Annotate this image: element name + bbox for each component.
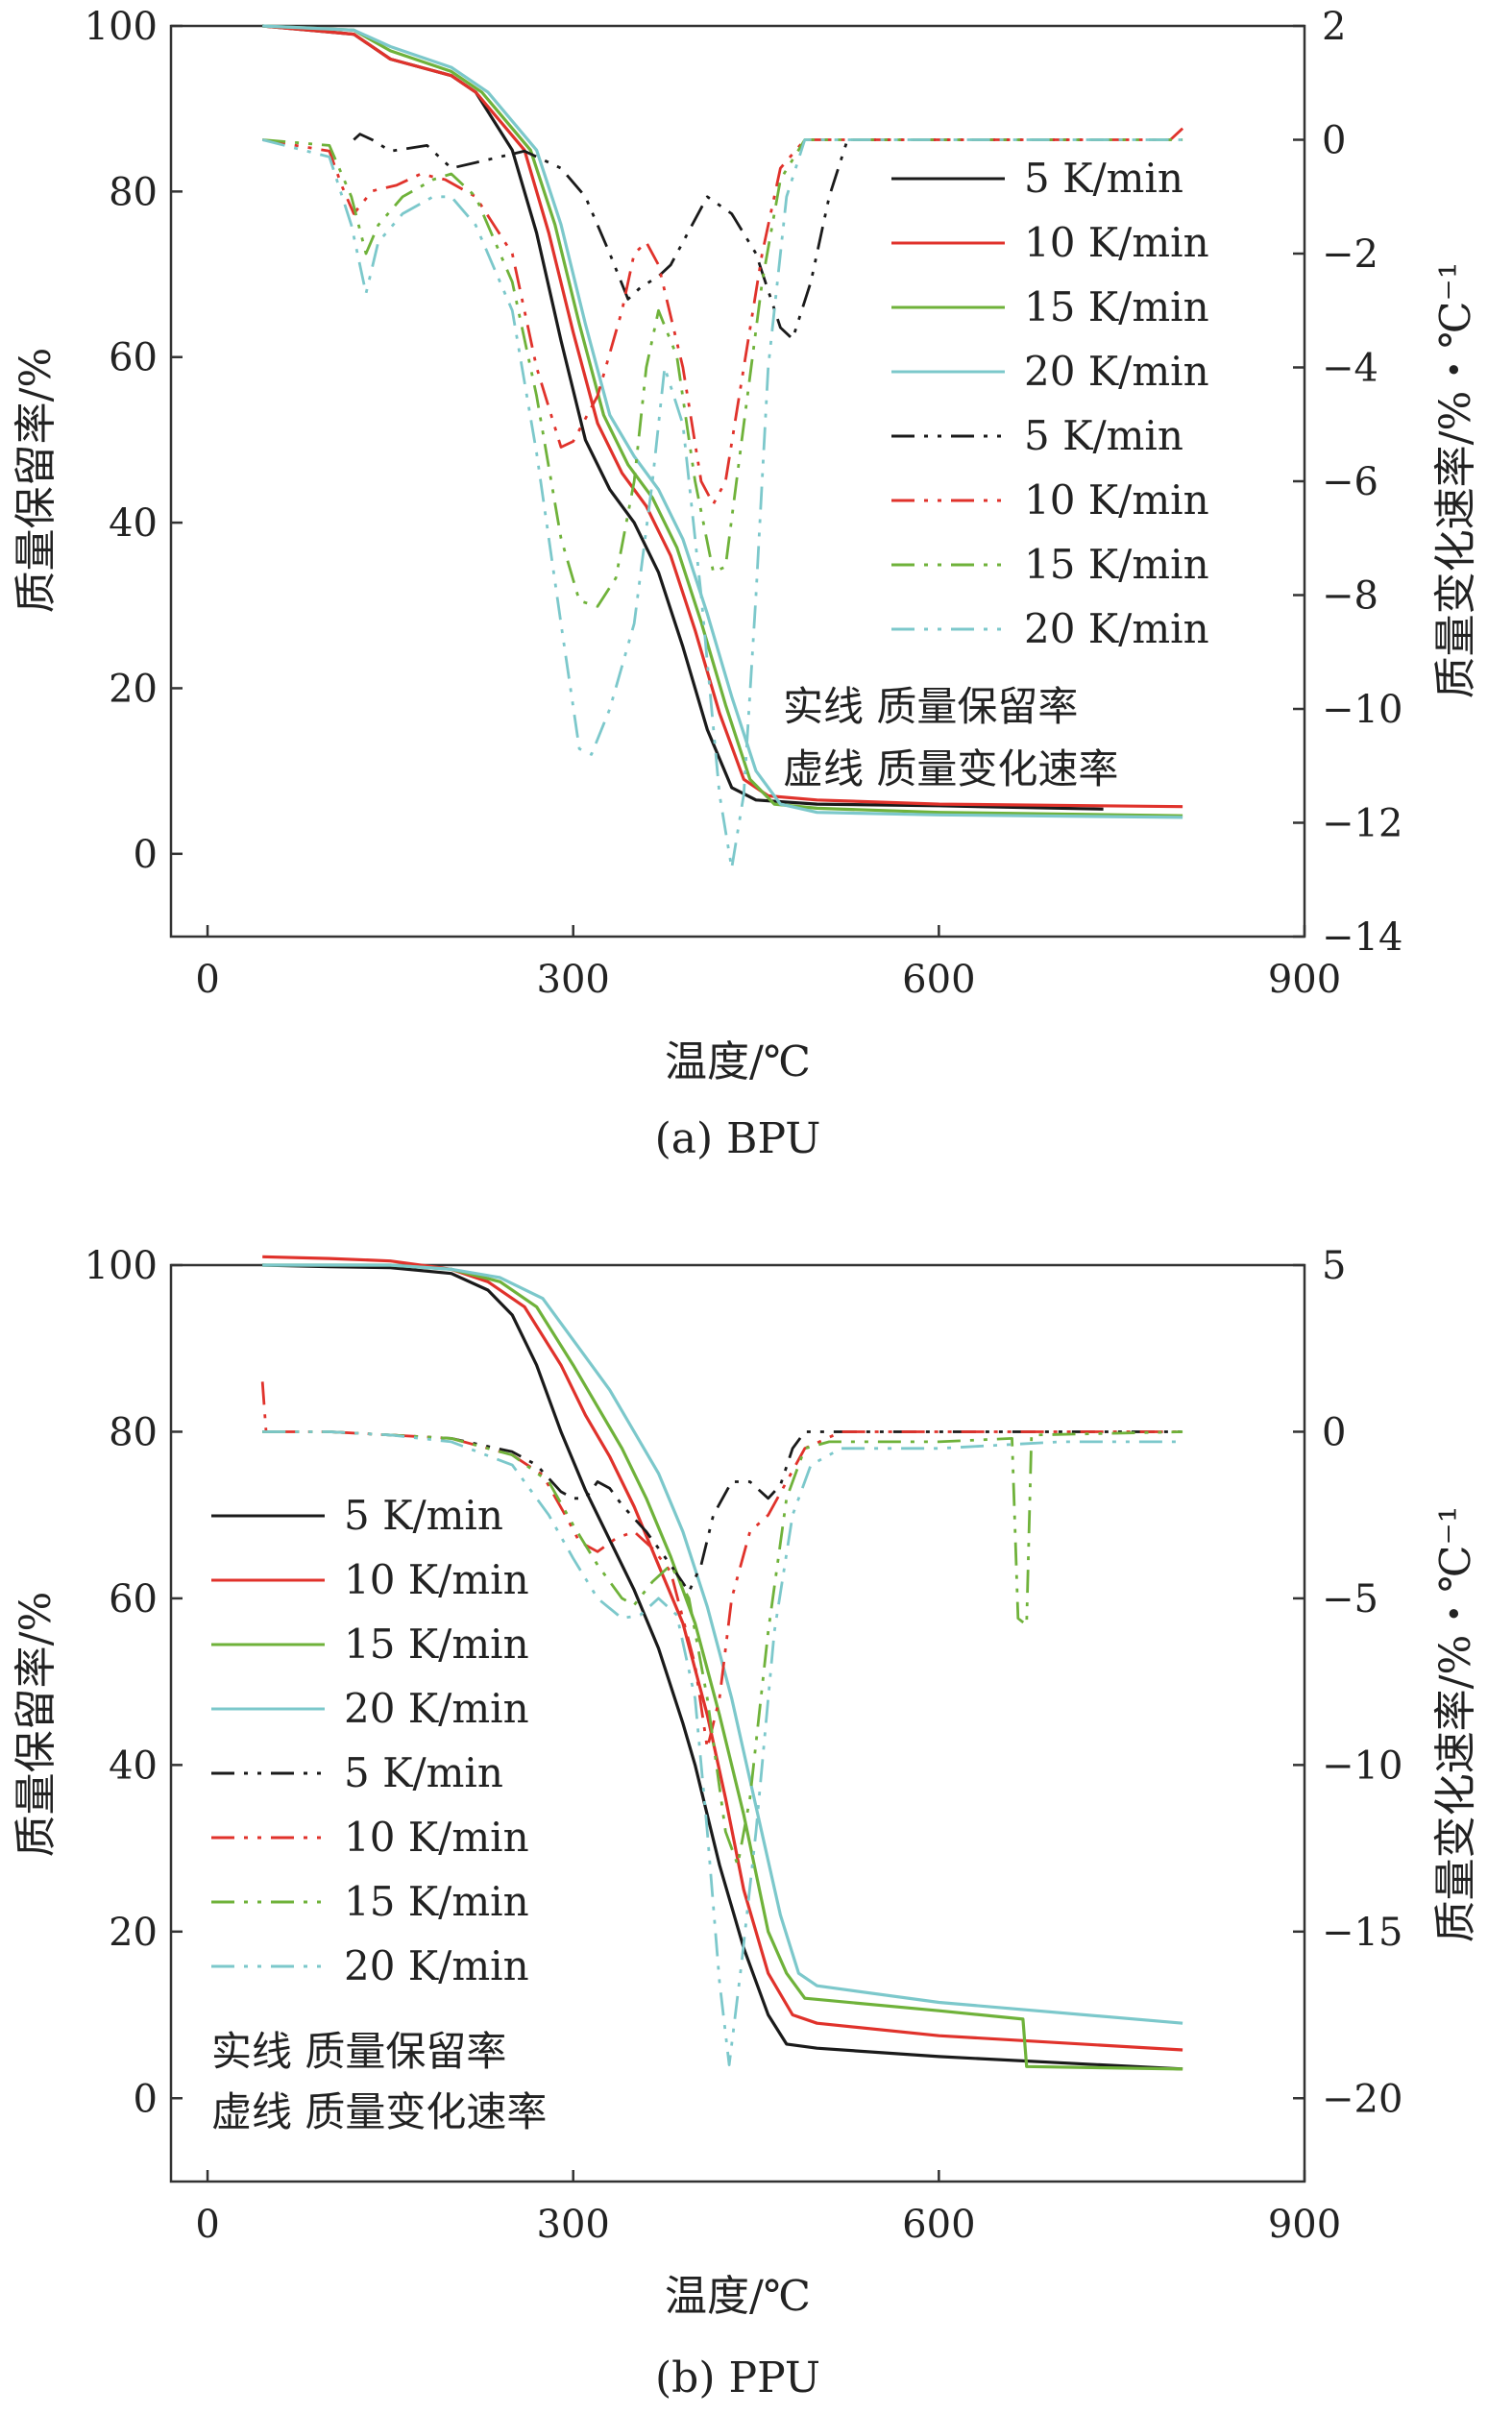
legend-label: 15 K/min xyxy=(1024,283,1209,330)
legend-label: 10 K/min xyxy=(1024,476,1209,524)
series-rate-20kmin xyxy=(261,138,1183,870)
legend-label: 15 K/min xyxy=(344,1878,529,1925)
bpu-series xyxy=(261,24,1184,870)
panel-ppu: 0 300 600 900 0 20 40 60 80 100 5 0 −5 −10 −15 −20 5 K/… xyxy=(12,1244,1480,2402)
x-tick-label: 900 xyxy=(1268,958,1341,1002)
legend-label: 5 K/min xyxy=(1024,155,1183,202)
series-mass-5kmin xyxy=(262,1263,1183,2071)
ppu-series xyxy=(260,1255,1183,2071)
x-tick-label: 300 xyxy=(537,958,610,1002)
legend-label: 10 K/min xyxy=(344,1814,529,1861)
y-left-tick-label: 0 xyxy=(134,833,158,877)
legend-label: 20 K/min xyxy=(1024,605,1209,652)
plot-frame-ppu xyxy=(169,1263,1306,2183)
bpu-ylabel-right: 质量变化速率/%・℃⁻¹ xyxy=(1431,262,1480,699)
bpu-ylabel-left: 质量保留率/% xyxy=(12,348,61,614)
y-right-tick-label: −15 xyxy=(1322,1911,1402,1955)
y-left-tick-label: 60 xyxy=(109,1577,158,1622)
y-right-tick-label: −20 xyxy=(1322,2077,1402,2121)
ppu-caption: (b) PPU xyxy=(655,2353,820,2402)
y-left-tick-label: 40 xyxy=(109,1743,158,1788)
y-right-tick-label: −8 xyxy=(1322,574,1378,619)
y-left-tick-label: 0 xyxy=(134,2077,158,2121)
series-rate-5kmin xyxy=(262,1430,1183,1594)
legend-label: 10 K/min xyxy=(344,1556,529,1603)
legend-label: 20 K/min xyxy=(344,1942,529,1989)
y-right-tick-label: 5 xyxy=(1322,1244,1346,1288)
x-tick-label: 600 xyxy=(902,2203,975,2247)
legend-label: 10 K/min xyxy=(1024,219,1209,266)
x-tick-label: 900 xyxy=(1268,2203,1341,2247)
bpu-caption: (a) BPU xyxy=(655,1114,821,1163)
y-right-tick-label: −6 xyxy=(1322,460,1378,504)
series-rate-10kmin xyxy=(261,127,1184,506)
y-right-tick-label: −2 xyxy=(1322,232,1378,277)
y-right-tick-label: 2 xyxy=(1322,5,1346,49)
legend-label: 20 K/min xyxy=(344,1685,529,1732)
legend-label: 15 K/min xyxy=(1024,541,1209,588)
series-rate-10kmin xyxy=(260,1381,1183,1750)
x-tick-label: 600 xyxy=(902,958,975,1002)
y-right-tick-label: −10 xyxy=(1322,688,1402,732)
x-tick-label: 0 xyxy=(195,958,219,1002)
legend-label: 5 K/min xyxy=(344,1749,503,1796)
ppu-note-solid: 实线 质量保留率 xyxy=(211,2028,506,2075)
x-tick-label: 0 xyxy=(195,2203,219,2247)
ppu-xlabel: 温度/℃ xyxy=(665,2272,811,2321)
y-left-tick-label: 40 xyxy=(109,501,158,546)
bpu-note-solid: 实线 质量保留率 xyxy=(783,683,1078,730)
legend-label: 20 K/min xyxy=(1024,348,1209,395)
y-right-tick-label: −4 xyxy=(1322,347,1378,391)
series-mass-15kmin xyxy=(262,24,1183,817)
y-left-tick-label: 100 xyxy=(85,1244,158,1288)
y-right-tick-label: 0 xyxy=(1322,1410,1346,1454)
bpu-legend: 5 K/min 10 K/min 15 K/min 20 K/min 5 K/min 10… xyxy=(891,155,1209,652)
x-tick-label: 300 xyxy=(537,2203,610,2247)
series-rate-15kmin xyxy=(262,138,1183,608)
ppu-legend: 5 K/min 10 K/min 15 K/min 20 K/min 5 K/min 10… xyxy=(211,1492,529,1989)
y-right-tick-label: −14 xyxy=(1322,915,1402,960)
series-rate-15kmin xyxy=(262,1430,1183,1866)
ppu-ticks: 0 300 600 900 0 20 40 60 80 100 5 0 −5 −10 −15 −20 xyxy=(85,1244,1403,2247)
ppu-ylabel-right: 质量变化速率/%・℃⁻¹ xyxy=(1431,1506,1480,1943)
y-right-tick-label: 0 xyxy=(1322,119,1346,163)
y-left-tick-label: 20 xyxy=(109,1911,158,1955)
legend-label: 15 K/min xyxy=(344,1621,529,1668)
y-left-tick-label: 80 xyxy=(109,170,158,214)
y-right-tick-label: −10 xyxy=(1322,1743,1402,1788)
y-left-tick-label: 60 xyxy=(109,336,158,380)
y-left-tick-label: 20 xyxy=(109,667,158,711)
series-mass-20kmin xyxy=(262,1263,1183,2025)
bpu-xlabel: 温度/℃ xyxy=(665,1037,811,1086)
ppu-ylabel-left: 质量保留率/% xyxy=(12,1592,61,1858)
bpu-note-dashed: 虚线 质量变化速率 xyxy=(783,745,1118,792)
y-right-tick-label: −5 xyxy=(1322,1577,1378,1622)
y-right-tick-label: −12 xyxy=(1322,802,1402,846)
series-rate-20kmin xyxy=(262,1430,1183,2066)
y-left-tick-label: 80 xyxy=(109,1410,158,1454)
legend-label: 5 K/min xyxy=(344,1492,503,1539)
series-mass-20kmin xyxy=(262,24,1183,819)
legend-label: 5 K/min xyxy=(1024,412,1183,459)
y-left-tick-label: 100 xyxy=(85,5,158,49)
ppu-note-dashed: 虚线 质量变化速率 xyxy=(211,2088,547,2135)
